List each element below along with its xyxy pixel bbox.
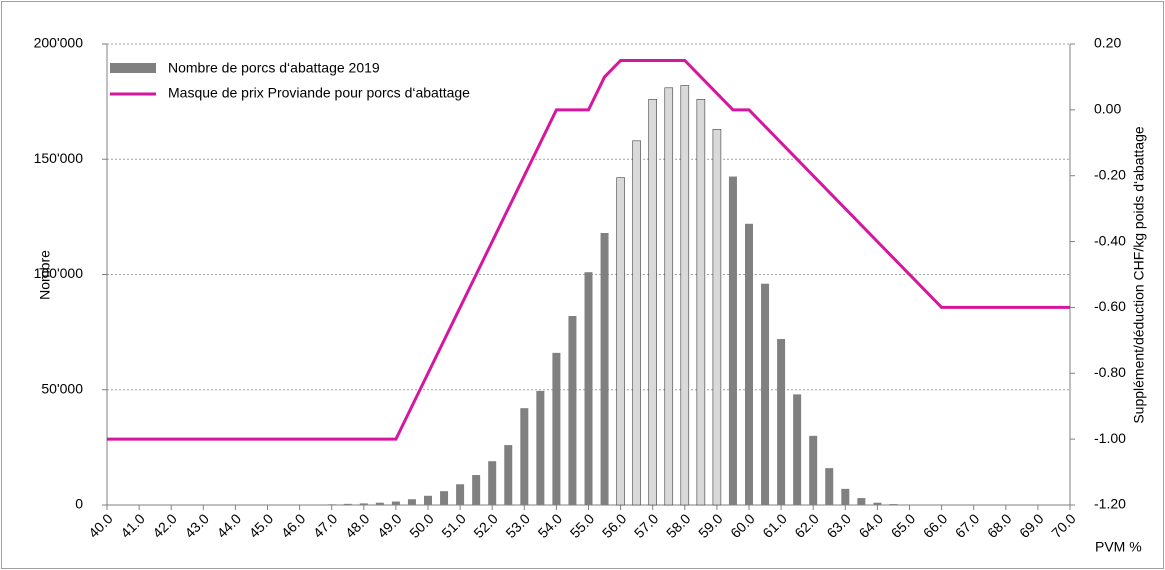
x-tick-label: 63.0 xyxy=(823,510,854,541)
bar xyxy=(793,394,802,505)
x-tick-label: 69.0 xyxy=(1016,510,1047,541)
x-axis-label: PVM % xyxy=(1095,539,1142,555)
x-tick-label: 40.0 xyxy=(85,510,116,541)
y2-tick-label: 0.00 xyxy=(1094,101,1121,117)
x-tick-label: 61.0 xyxy=(759,510,790,541)
bar xyxy=(407,499,416,505)
bar xyxy=(712,128,722,506)
bar xyxy=(600,233,609,505)
x-tick-label: 60.0 xyxy=(727,510,758,541)
bar xyxy=(359,503,368,505)
bar xyxy=(343,503,352,505)
y-tick-label: 50'000 xyxy=(41,380,83,396)
bar xyxy=(536,390,545,505)
y-tick-label: 200'000 xyxy=(34,35,84,51)
bar xyxy=(745,223,753,506)
bar xyxy=(841,488,850,505)
bar xyxy=(456,484,465,505)
bar xyxy=(472,475,481,505)
bar xyxy=(391,501,400,505)
x-tick-label: 45.0 xyxy=(246,510,277,541)
bar xyxy=(857,498,866,505)
bar xyxy=(761,283,770,505)
bar xyxy=(889,504,898,505)
x-tick-label: 53.0 xyxy=(502,510,533,541)
x-tick-label: 48.0 xyxy=(342,510,373,541)
x-tick-label: 68.0 xyxy=(984,510,1015,541)
x-tick-label: 51.0 xyxy=(438,510,469,541)
bar xyxy=(520,408,529,505)
y2-tick-label: -0.80 xyxy=(1094,364,1126,380)
y2-tick-label: -1.00 xyxy=(1094,430,1126,446)
x-tick-label: 55.0 xyxy=(567,510,598,541)
y-tick-label: 100'000 xyxy=(34,265,84,281)
legend-label: Masque de prix Proviande pour porcs d‘ab… xyxy=(168,85,470,101)
bar xyxy=(664,87,674,506)
bar xyxy=(809,435,818,505)
x-tick-label: 58.0 xyxy=(663,510,694,541)
x-tick-label: 64.0 xyxy=(856,510,887,541)
x-tick-label: 47.0 xyxy=(310,510,341,541)
bar xyxy=(777,339,786,505)
bar xyxy=(648,99,658,506)
bar xyxy=(584,272,593,505)
x-tick-label: 54.0 xyxy=(535,510,566,541)
x-tick-label: 41.0 xyxy=(117,510,148,541)
x-tick-label: 56.0 xyxy=(599,510,630,541)
y2-tick-label: -1.20 xyxy=(1094,496,1126,512)
bar xyxy=(568,315,577,505)
bar xyxy=(552,352,561,505)
x-tick-label: 59.0 xyxy=(695,510,726,541)
x-tick-label: 50.0 xyxy=(406,510,437,541)
bar xyxy=(504,445,513,505)
x-tick-label: 46.0 xyxy=(278,510,309,541)
y2-tick-label: -0.40 xyxy=(1094,232,1126,248)
y-axis-label: Nombre xyxy=(37,250,53,300)
legend-label: Nombre de porcs d‘abattage 2019 xyxy=(168,60,380,76)
bar xyxy=(680,85,690,506)
y-tick-label: 0 xyxy=(75,496,83,512)
x-tick-label: 49.0 xyxy=(374,510,405,541)
bar xyxy=(375,502,384,505)
y2-tick-label: 0.20 xyxy=(1094,35,1121,51)
x-tick-label: 57.0 xyxy=(631,510,662,541)
x-tick-label: 62.0 xyxy=(791,510,822,541)
y2-tick-label: -0.20 xyxy=(1094,166,1126,182)
x-tick-label: 42.0 xyxy=(149,510,180,541)
x-tick-label: 65.0 xyxy=(888,510,919,541)
y2-axis-label: Supplément/déduction CHF/kg poids d‘abat… xyxy=(1131,126,1147,424)
bar xyxy=(696,99,706,506)
x-tick-label: 67.0 xyxy=(952,510,983,541)
x-tick-label: 52.0 xyxy=(470,510,501,541)
y-tick-label: 150'000 xyxy=(34,150,84,166)
bar xyxy=(728,176,737,505)
bar xyxy=(327,504,336,505)
bar xyxy=(616,177,625,506)
bar xyxy=(488,461,497,505)
bar xyxy=(632,140,641,506)
x-tick-label: 43.0 xyxy=(181,510,212,541)
bar xyxy=(424,495,432,505)
x-tick-label: 70.0 xyxy=(1048,510,1079,541)
bar xyxy=(825,468,834,505)
bar xyxy=(440,491,449,505)
bar xyxy=(873,502,882,505)
y2-tick-label: -0.60 xyxy=(1094,298,1126,314)
legend-swatch xyxy=(110,63,156,73)
x-tick-label: 66.0 xyxy=(920,510,951,541)
x-tick-label: 44.0 xyxy=(214,510,245,541)
price-line xyxy=(107,58,1070,441)
